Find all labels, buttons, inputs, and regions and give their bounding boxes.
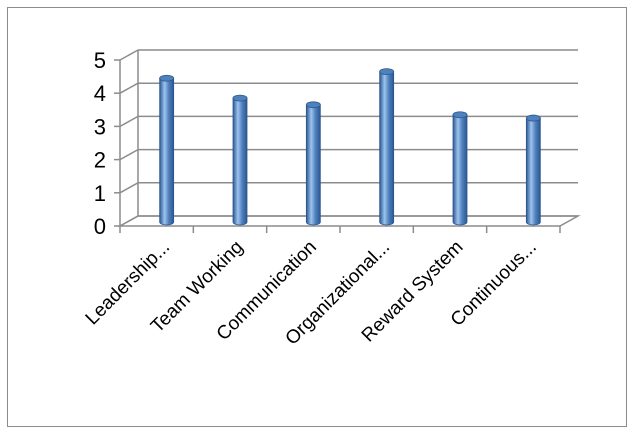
bar	[525, 117, 541, 226]
bar-top	[525, 114, 541, 122]
y-tick-label: 0	[94, 214, 106, 239]
bar	[159, 77, 175, 226]
y-tick-label: 2	[94, 148, 106, 173]
y-tick-label: 5	[94, 48, 106, 73]
bar	[305, 104, 321, 226]
bar	[232, 97, 248, 226]
bar	[452, 114, 468, 226]
bar	[379, 71, 395, 226]
gridline-depth	[119, 82, 139, 94]
y-tick-label: 1	[94, 181, 106, 206]
floor	[117, 215, 581, 227]
y-tick-label: 3	[94, 114, 106, 139]
gridline-depth	[119, 115, 139, 128]
bar-top	[452, 111, 468, 119]
bar-top	[232, 94, 248, 102]
gridline-depth	[119, 49, 139, 61]
gridline-depth	[119, 148, 139, 161]
bar-top	[379, 68, 395, 75]
bar-top	[159, 74, 175, 82]
y-tick-label: 4	[94, 81, 106, 106]
gridline-depth	[119, 182, 139, 194]
bar-top	[305, 101, 321, 109]
